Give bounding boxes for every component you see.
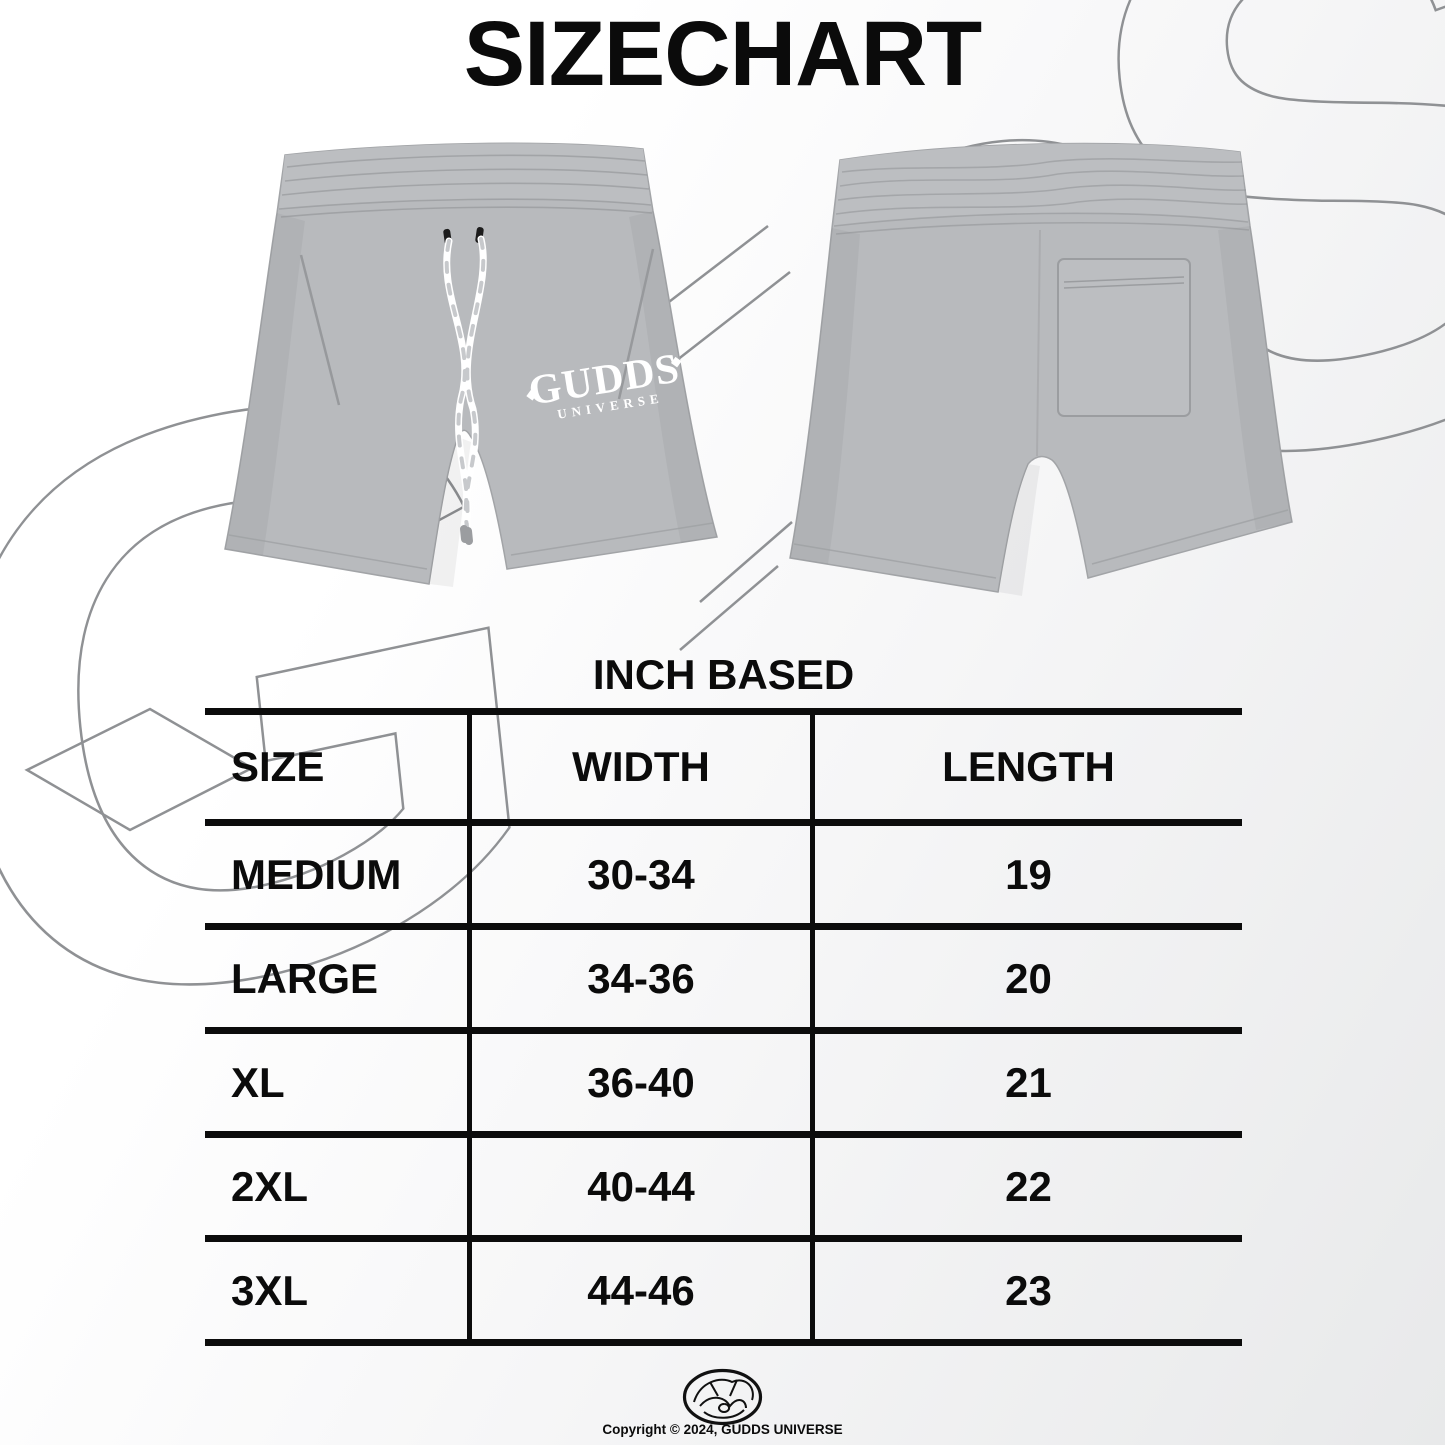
row-xl-length: 21 bbox=[810, 1027, 1242, 1131]
shorts-back-image bbox=[789, 142, 1293, 596]
front-logo-right-diamond: ◆ bbox=[669, 353, 683, 370]
column-header-width: WIDTH bbox=[467, 715, 810, 819]
row-large-length: 20 bbox=[810, 923, 1242, 1027]
size-table: SIZE WIDTH LENGTH MEDIUM 30-34 19 LARGE … bbox=[205, 708, 1242, 1346]
column-header-length: LENGTH bbox=[810, 715, 1242, 819]
row-2xl-length: 22 bbox=[810, 1131, 1242, 1235]
row-large-size: LARGE bbox=[205, 923, 467, 1027]
row-3xl-width: 44-46 bbox=[467, 1235, 810, 1339]
front-logo-left-diamond: ◆ bbox=[524, 386, 538, 403]
row-2xl-width: 40-44 bbox=[467, 1131, 810, 1235]
row-large-width: 34-36 bbox=[467, 923, 810, 1027]
row-xl-width: 36-40 bbox=[467, 1027, 810, 1131]
row-2xl-size: 2XL bbox=[205, 1131, 467, 1235]
row-medium-size: MEDIUM bbox=[205, 819, 467, 923]
row-3xl-size: 3XL bbox=[205, 1235, 467, 1339]
shorts-front-image: ◆ GUDDS ◆ UNIVERSE bbox=[224, 142, 718, 587]
row-xl-size: XL bbox=[205, 1027, 467, 1131]
row-medium-width: 30-34 bbox=[467, 819, 810, 923]
row-medium-length: 19 bbox=[810, 819, 1242, 923]
copyright-text: Copyright © 2024, GUDDS UNIVERSE bbox=[602, 1422, 843, 1437]
page-title: SIZECHART bbox=[463, 3, 982, 105]
brand-logo-icon bbox=[682, 1368, 763, 1426]
unit-label: INCH BASED bbox=[592, 651, 855, 698]
column-header-size: SIZE bbox=[231, 743, 325, 790]
row-3xl-length: 23 bbox=[810, 1235, 1242, 1339]
